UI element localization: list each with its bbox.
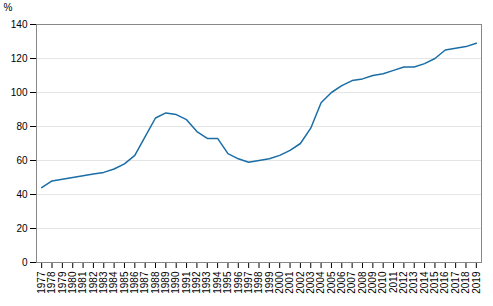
svg-text:1982: 1982 <box>88 271 99 294</box>
svg-text:2000: 2000 <box>274 271 285 294</box>
svg-text:2005: 2005 <box>326 271 337 294</box>
svg-text:1980: 1980 <box>67 271 78 294</box>
svg-text:2012: 2012 <box>398 271 409 294</box>
svg-text:2017: 2017 <box>450 271 461 294</box>
svg-text:140: 140 <box>11 19 28 30</box>
svg-text:1993: 1993 <box>201 271 212 294</box>
svg-text:1979: 1979 <box>57 271 68 294</box>
svg-text:1996: 1996 <box>233 271 244 294</box>
svg-text:2013: 2013 <box>408 271 419 294</box>
svg-text:2011: 2011 <box>388 271 399 293</box>
svg-text:2015: 2015 <box>429 271 440 294</box>
svg-text:1986: 1986 <box>129 271 140 294</box>
svg-text:1988: 1988 <box>150 271 161 294</box>
svg-text:60: 60 <box>16 155 28 166</box>
svg-text:2001: 2001 <box>284 271 295 294</box>
svg-text:2019: 2019 <box>471 271 482 294</box>
svg-text:2010: 2010 <box>377 271 388 294</box>
svg-text:1984: 1984 <box>108 271 119 294</box>
svg-text:1998: 1998 <box>253 271 264 294</box>
svg-text:2004: 2004 <box>315 271 326 294</box>
svg-text:2002: 2002 <box>295 271 306 294</box>
svg-text:2007: 2007 <box>346 271 357 294</box>
svg-text:%: % <box>4 2 13 13</box>
svg-text:80: 80 <box>16 121 28 132</box>
svg-text:120: 120 <box>11 53 28 64</box>
svg-text:1978: 1978 <box>46 271 57 294</box>
svg-text:40: 40 <box>16 189 28 200</box>
svg-text:1994: 1994 <box>212 271 223 294</box>
svg-text:1999: 1999 <box>264 271 275 294</box>
svg-text:1997: 1997 <box>243 271 254 294</box>
svg-text:1992: 1992 <box>191 271 202 294</box>
svg-text:2014: 2014 <box>419 271 430 294</box>
svg-text:2009: 2009 <box>367 271 378 294</box>
svg-text:0: 0 <box>22 257 28 268</box>
svg-text:20: 20 <box>16 223 28 234</box>
svg-text:1989: 1989 <box>160 271 171 294</box>
svg-text:1977: 1977 <box>36 271 47 294</box>
svg-text:1995: 1995 <box>222 271 233 294</box>
svg-text:2003: 2003 <box>305 271 316 294</box>
svg-text:1981: 1981 <box>77 271 88 294</box>
svg-text:100: 100 <box>11 87 28 98</box>
svg-text:2008: 2008 <box>357 271 368 294</box>
svg-text:2006: 2006 <box>336 271 347 294</box>
svg-text:2016: 2016 <box>439 271 450 294</box>
svg-text:1990: 1990 <box>170 271 181 294</box>
svg-text:1987: 1987 <box>139 271 150 294</box>
svg-text:2018: 2018 <box>460 271 471 294</box>
svg-text:1991: 1991 <box>181 271 192 294</box>
svg-text:1985: 1985 <box>119 271 130 294</box>
svg-text:1983: 1983 <box>98 271 109 294</box>
